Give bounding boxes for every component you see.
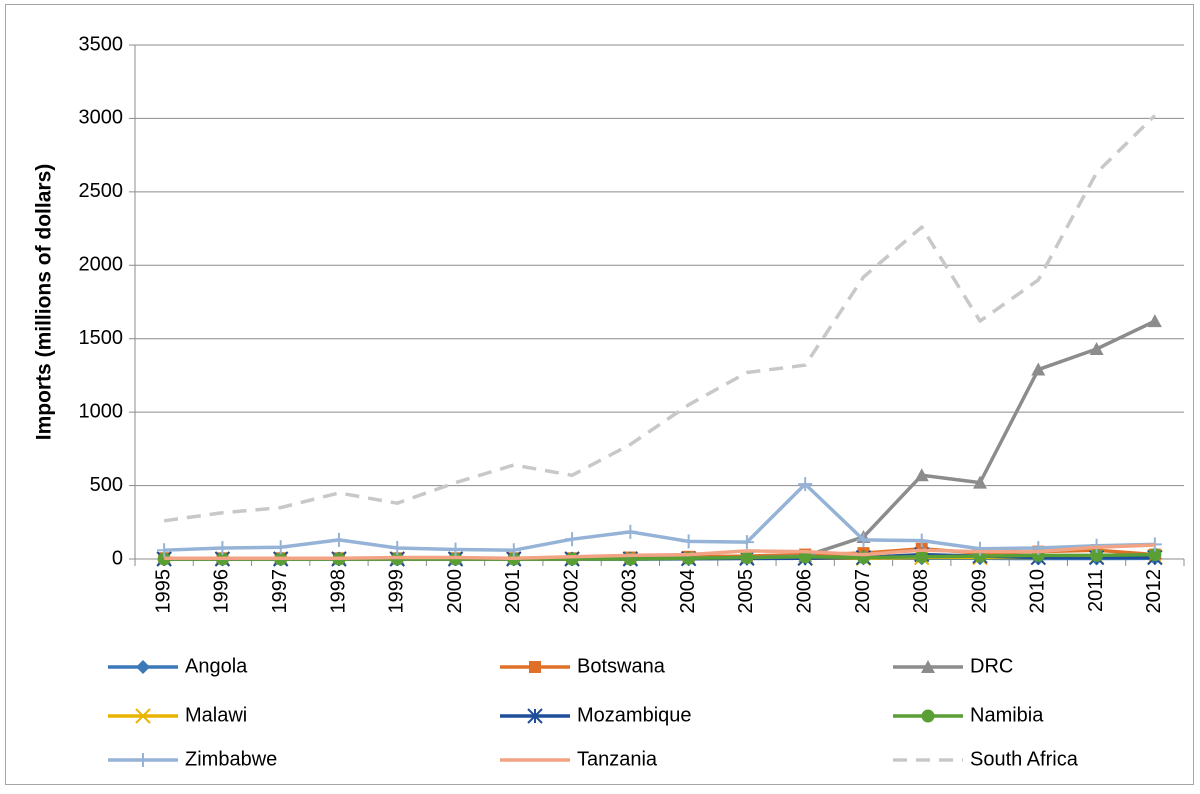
y-tick-label: 500 [90, 474, 123, 496]
marker [798, 477, 813, 492]
marker [739, 535, 754, 550]
legend-label: Malawi [185, 704, 247, 726]
marker [915, 550, 929, 564]
marker [921, 660, 935, 673]
x-tick-label: 2007 [852, 569, 874, 614]
marker [157, 543, 172, 558]
x-tick-label: 2005 [735, 569, 757, 614]
x-tick-label: 2001 [502, 569, 524, 614]
marker [390, 540, 405, 555]
series-line [164, 482, 1155, 552]
legend-label: Angola [185, 655, 248, 677]
x-tick-label: 1996 [211, 569, 233, 614]
y-tick-label: 1000 [79, 400, 124, 422]
legend-label: Mozambique [577, 704, 692, 726]
legend-label: Tanzania [577, 748, 658, 770]
marker [921, 709, 935, 723]
legend-label: Zimbabwe [185, 748, 277, 770]
marker [215, 540, 230, 555]
series-line [164, 543, 1155, 561]
marker [914, 533, 929, 548]
x-tick-label: 1995 [152, 569, 174, 614]
marker [273, 540, 288, 555]
marker [740, 551, 754, 565]
marker [448, 542, 463, 557]
legend-label: Botswana [577, 655, 666, 677]
marker [529, 661, 541, 673]
x-tick-label: 2002 [560, 569, 582, 614]
marker [136, 753, 150, 767]
x-tick-label: 2009 [968, 569, 990, 614]
x-tick-label: 2003 [619, 569, 641, 614]
marker [506, 543, 521, 558]
marker [136, 660, 150, 674]
marker [135, 708, 151, 724]
chart-border [5, 4, 1194, 785]
marker [1031, 362, 1046, 376]
marker [331, 532, 346, 547]
x-tick-label: 2010 [1027, 569, 1049, 614]
y-tick-label: 2500 [79, 180, 124, 202]
x-tick-label: 1998 [327, 569, 349, 614]
marker [623, 524, 638, 539]
marker [1147, 314, 1162, 328]
x-tick-label: 2011 [1085, 569, 1107, 612]
y-tick-label: 3000 [79, 107, 124, 129]
x-tick-label: 2004 [677, 569, 699, 614]
legend-label: DRC [970, 655, 1013, 677]
y-axis-label: Imports (millions of dollars) [33, 164, 56, 441]
legend-label: South Africa [970, 748, 1079, 770]
marker [856, 532, 871, 547]
marker [565, 532, 580, 547]
marker [681, 534, 696, 549]
y-tick-label: 3500 [79, 33, 124, 55]
marker [1089, 341, 1104, 355]
x-tick-label: 2012 [1143, 569, 1165, 614]
marker [914, 468, 929, 482]
marker [565, 552, 579, 566]
marker [1148, 548, 1162, 562]
x-tick-label: 2008 [910, 569, 932, 614]
series-line [163, 114, 1157, 523]
marker [973, 475, 988, 489]
x-tick-label: 2000 [444, 569, 466, 614]
y-tick-label: 0 [112, 547, 123, 569]
y-tick-label: 1500 [79, 327, 124, 349]
x-tick-label: 2006 [793, 569, 815, 614]
x-tick-label: 1999 [386, 569, 408, 614]
marker [527, 708, 543, 724]
x-tick-label: 1997 [269, 569, 291, 614]
marker [1090, 548, 1104, 562]
legend-label: Namibia [970, 704, 1044, 726]
y-tick-label: 2000 [79, 254, 124, 276]
